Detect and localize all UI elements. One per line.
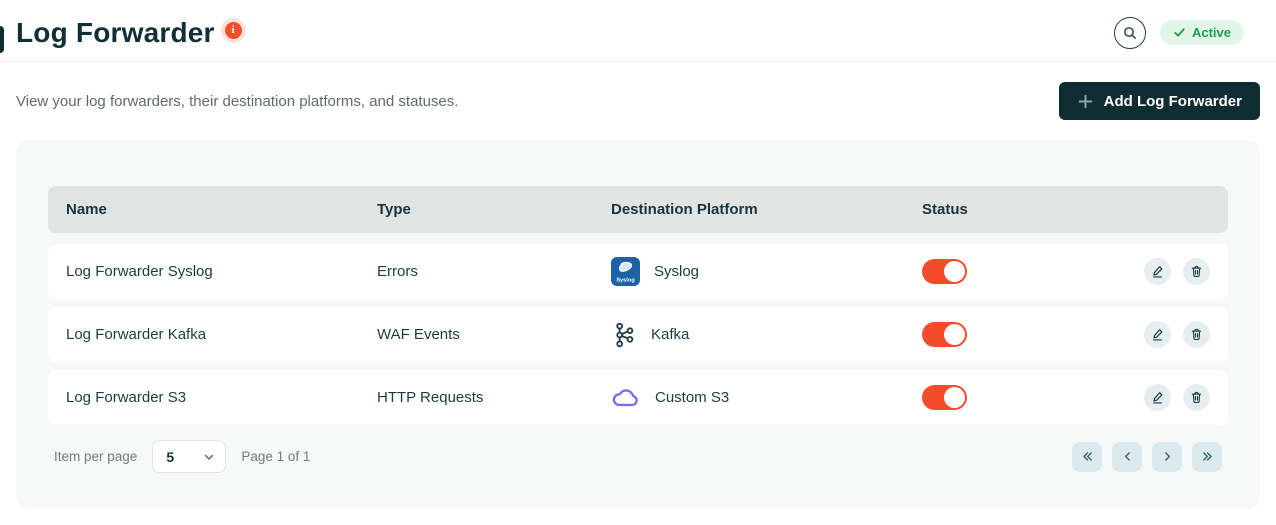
platform-label: Syslog	[654, 263, 700, 280]
forwarder-name: Log Forwarder S3	[66, 389, 187, 406]
cloud-icon	[611, 387, 641, 409]
status-badge-label: Active	[1191, 25, 1231, 40]
chevron-left-icon	[1121, 450, 1134, 463]
column-header-type: Type	[377, 201, 411, 218]
edit-button[interactable]	[1144, 321, 1171, 348]
table-footer: Item per page 5 Page 1 of 1	[48, 440, 1228, 473]
pencil-icon	[1150, 264, 1165, 279]
pagination	[1072, 441, 1222, 472]
svg-text:Syslog: Syslog	[616, 278, 635, 284]
double-chevron-left-icon	[1081, 450, 1094, 463]
forwarder-name: Log Forwarder Kafka	[66, 326, 207, 343]
search-icon	[1122, 25, 1138, 41]
items-per-page-select[interactable]: 5	[152, 440, 227, 473]
double-chevron-right-icon	[1201, 450, 1214, 463]
kafka-icon	[611, 321, 637, 349]
status-toggle[interactable]	[922, 385, 967, 410]
forwarder-name: Log Forwarder Syslog	[66, 263, 213, 280]
forwarder-type: WAF Events	[377, 326, 460, 343]
platform-label: Kafka	[651, 326, 690, 343]
pencil-icon	[1150, 390, 1165, 405]
chevron-down-icon	[203, 451, 215, 463]
info-icon[interactable]: i	[224, 21, 242, 39]
status-badge: Active	[1159, 20, 1244, 45]
status-toggle[interactable]	[922, 259, 967, 284]
table-header: Name Type Destination Platform Status	[48, 186, 1228, 233]
check-icon	[1173, 26, 1186, 39]
edit-button[interactable]	[1144, 384, 1171, 411]
edit-button[interactable]	[1144, 258, 1171, 285]
trash-icon	[1189, 327, 1204, 342]
table-row: Log Forwarder Syslog Errors Syslog Syslo…	[48, 244, 1228, 299]
page-title: Log Forwarder	[16, 16, 215, 48]
page-subtitle: View your log forwarders, their destinat…	[16, 92, 459, 110]
search-button[interactable]	[1113, 16, 1146, 49]
plus-icon	[1077, 93, 1094, 110]
offscreen-element-sliver	[0, 26, 4, 53]
last-page-button[interactable]	[1192, 441, 1222, 472]
trash-icon	[1189, 264, 1204, 279]
log-forwarder-card: Name Type Destination Platform Status Lo…	[16, 140, 1260, 509]
pencil-icon	[1150, 327, 1165, 342]
next-page-button[interactable]	[1152, 441, 1182, 472]
table-row: Log Forwarder Kafka WAF Events Kafka	[48, 307, 1228, 362]
add-log-forwarder-label: Add Log Forwarder	[1103, 92, 1242, 110]
platform-label: Custom S3	[655, 389, 730, 406]
delete-button[interactable]	[1183, 258, 1210, 285]
items-per-page-value: 5	[166, 448, 175, 465]
previous-page-button[interactable]	[1112, 441, 1142, 472]
delete-button[interactable]	[1183, 384, 1210, 411]
page-header: Log Forwarder i Active	[0, 0, 1276, 62]
column-header-status: Status	[922, 201, 968, 218]
page-info: Page 1 of 1	[241, 449, 311, 464]
column-header-name: Name	[66, 201, 107, 218]
items-per-page-label: Item per page	[54, 449, 138, 464]
first-page-button[interactable]	[1072, 441, 1102, 472]
chevron-right-icon	[1161, 450, 1174, 463]
column-header-destination-platform: Destination Platform	[611, 201, 758, 218]
syslog-icon: Syslog	[611, 257, 640, 286]
trash-icon	[1189, 390, 1204, 405]
add-log-forwarder-button[interactable]: Add Log Forwarder	[1058, 82, 1260, 120]
forwarder-type: Errors	[377, 263, 418, 280]
forwarder-type: HTTP Requests	[377, 389, 484, 406]
table-row: Log Forwarder S3 HTTP Requests Custom S3	[48, 370, 1228, 425]
delete-button[interactable]	[1183, 321, 1210, 348]
status-toggle[interactable]	[922, 322, 967, 347]
